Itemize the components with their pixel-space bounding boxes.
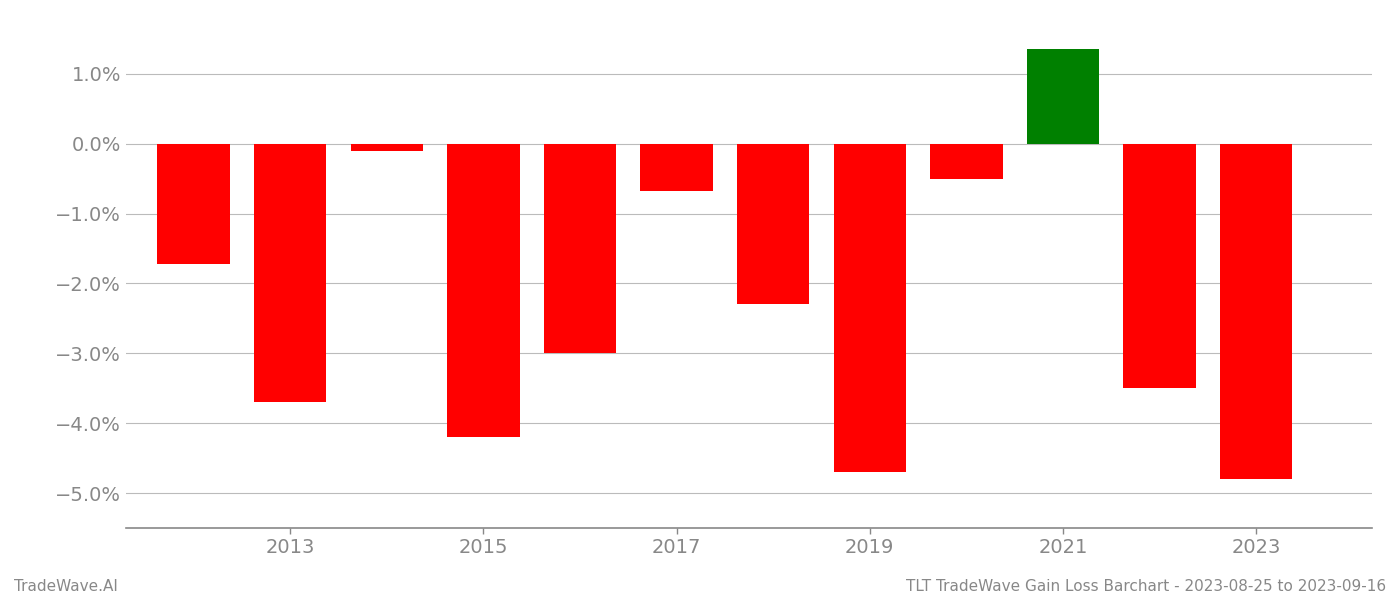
Bar	[1219, 144, 1292, 479]
Bar	[640, 144, 713, 191]
Bar	[736, 144, 809, 304]
Bar	[543, 144, 616, 353]
Bar	[833, 144, 906, 472]
Bar	[1123, 144, 1196, 388]
Text: TLT TradeWave Gain Loss Barchart - 2023-08-25 to 2023-09-16: TLT TradeWave Gain Loss Barchart - 2023-…	[906, 579, 1386, 594]
Bar	[157, 144, 230, 264]
Bar	[350, 144, 423, 151]
Bar	[447, 144, 519, 437]
Bar	[930, 144, 1002, 179]
Bar	[253, 144, 326, 402]
Bar	[1026, 49, 1099, 144]
Text: TradeWave.AI: TradeWave.AI	[14, 579, 118, 594]
